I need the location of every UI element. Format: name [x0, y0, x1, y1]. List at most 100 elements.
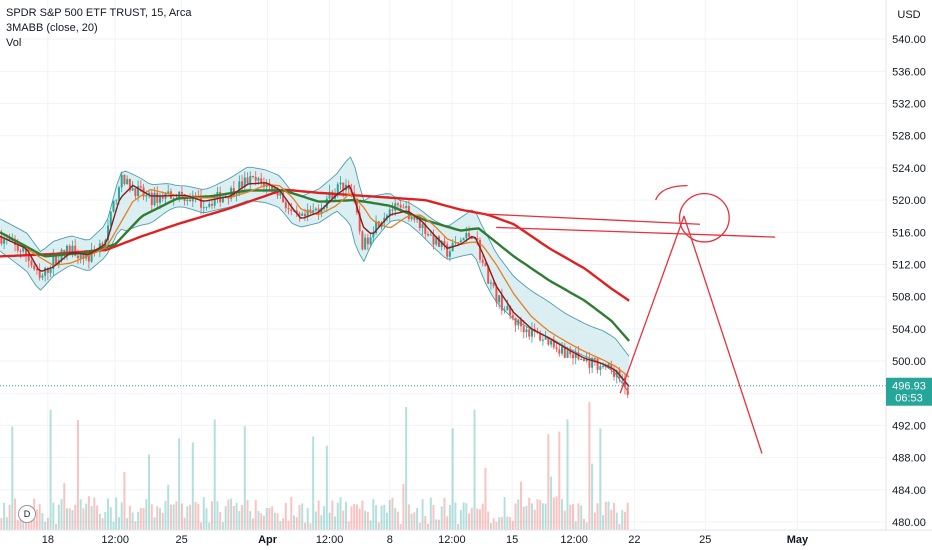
volume-bar-152: [416, 507, 419, 530]
dividend-badge[interactable]: D: [18, 505, 36, 523]
volume-bar-29: [79, 499, 82, 530]
x-tick-label-8: 12:00: [560, 534, 588, 546]
volume-bar-159: [435, 519, 438, 530]
volume-bar-222: [607, 501, 610, 530]
volume-bar-209: [571, 504, 574, 530]
volume-bar-154: [421, 499, 424, 530]
candle-body-5: [14, 239, 17, 245]
volume-bar-2: [5, 517, 8, 530]
volume-bar-135: [369, 520, 372, 530]
candle-body-167: [457, 242, 460, 244]
volume-bar-146: [399, 523, 402, 530]
volume-bar-31: [85, 503, 88, 530]
candle-body-216: [591, 358, 594, 368]
volume-bar-113: [309, 523, 312, 530]
candle-body-199: [544, 337, 547, 340]
volume-bar-216: [591, 463, 594, 530]
candle-body-110: [301, 213, 304, 216]
volume-bar-198: [541, 503, 544, 530]
candle-body-150: [410, 216, 413, 220]
candle-body-133: [364, 237, 367, 250]
y-tick-label-12: 492.00: [892, 420, 926, 432]
candle-body-105: [287, 208, 290, 210]
volume-bar-148: [405, 407, 408, 530]
volume-bar-122: [334, 516, 337, 530]
volume-bar-23: [63, 483, 66, 530]
volume-bar-141: [386, 512, 389, 530]
volume-bar-117: [320, 515, 323, 530]
candle-body-13: [35, 269, 38, 271]
volume-bar-211: [577, 503, 580, 530]
volume-bar-50: [137, 511, 140, 530]
volume-bar-158: [432, 504, 435, 530]
y-tick-label-8: 508.00: [892, 292, 926, 304]
candle-body-180: [492, 282, 495, 286]
candle-body-7: [19, 250, 22, 252]
candle-body-78: [213, 199, 216, 206]
candle-body-46: [126, 179, 129, 184]
volume-bar-132: [361, 500, 364, 530]
volume-bar-138: [377, 522, 380, 530]
drawn-line-0: [478, 213, 700, 225]
time-axis[interactable]: 18 12:00 25 Apr 12:00 8 12:00 15 12:00 22 25 May: [0, 529, 932, 550]
candle-body-75: [205, 206, 208, 208]
candle-body-220: [602, 365, 605, 367]
volume-bar-55: [150, 504, 153, 530]
volume-bar-136: [372, 499, 375, 530]
volume-bar-32: [87, 496, 90, 530]
volume-bar-43: [117, 517, 120, 530]
indicator-label[interactable]: 3MABB (close, 20): [6, 22, 98, 34]
candle-body-218: [596, 358, 599, 370]
candle-body-57: [156, 192, 159, 203]
volume-bar-26: [71, 510, 74, 530]
candle-body-188: [514, 317, 517, 326]
volume-label[interactable]: Vol: [6, 37, 22, 49]
volume-bar-167: [457, 523, 460, 530]
user-drawings[interactable]: [478, 184, 776, 454]
candle-body-12: [33, 265, 36, 270]
candle-body-205: [561, 346, 564, 354]
candle-body-206: [563, 346, 566, 358]
volume-bar-170: [465, 503, 468, 530]
candle-body-155: [424, 224, 427, 235]
volume-bar-28: [76, 419, 79, 530]
candle-body-202: [552, 340, 555, 348]
candle-body-40: [109, 211, 112, 226]
volume-bar-21: [57, 504, 60, 530]
candle-body-69: [189, 199, 192, 202]
candle-body-32: [87, 255, 90, 262]
volume-bar-215: [588, 402, 591, 530]
x-tick-label-2: 25: [176, 534, 188, 546]
candle-body-89: [243, 177, 246, 188]
volume-bar-66: [180, 503, 183, 530]
candle-body-194: [530, 328, 533, 337]
y-tick-label-9: 504.00: [892, 324, 926, 336]
volume-bar-79: [216, 501, 219, 530]
volume-bar-127: [347, 521, 350, 530]
price-axis[interactable]: USD 540.00 536.00 532.00 528.00 524.00 520.00 5…: [885, 0, 932, 550]
volume-bar-179: [489, 522, 492, 530]
candle-body-161: [440, 241, 443, 247]
volume-bar-33: [90, 505, 93, 530]
volume-bar-164: [448, 505, 451, 530]
volume-bar-224: [613, 502, 616, 530]
volume-bar-81: [221, 522, 224, 530]
volume-bar-44: [120, 502, 123, 530]
candle-body-87: [238, 181, 241, 194]
candle-body-125: [342, 182, 345, 191]
volume-bar-118: [323, 506, 326, 530]
candle-body-177: [484, 262, 487, 267]
y-tick-label-3: 528.00: [892, 131, 926, 143]
candle-body-136: [372, 233, 375, 238]
volume-bar-72: [197, 503, 200, 530]
volume-bar-186: [509, 517, 512, 530]
volume-bar-182: [498, 517, 501, 530]
symbol-title[interactable]: SPDR S&P 500 ETF TRUST, 15, Arca: [6, 7, 192, 19]
candle-body-197: [539, 332, 542, 341]
x-tick-label-11: May: [787, 534, 809, 546]
volume-bar-165: [451, 428, 454, 530]
candle-body-215: [588, 358, 591, 368]
candle-body-113: [309, 209, 312, 213]
volume-bar-74: [202, 497, 205, 530]
